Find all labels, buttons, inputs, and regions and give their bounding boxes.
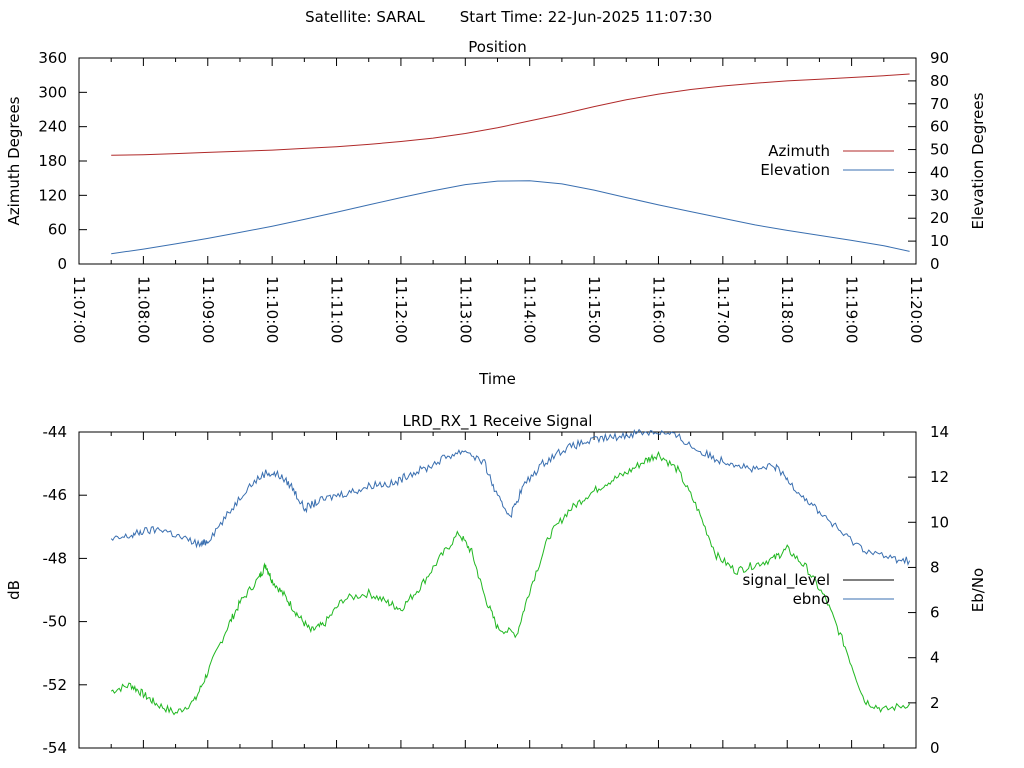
x-tick-label: 11:15:00 bbox=[585, 276, 603, 343]
position-chart: Position 11:07:00 11:08:00 11:09:00 11:10:00… bbox=[5, 38, 987, 388]
y-tick-label: -46 bbox=[43, 486, 68, 504]
x-tick-label: 11:18:00 bbox=[778, 276, 796, 343]
y-tick-label: -54 bbox=[43, 739, 68, 757]
y2-tick-label: 70 bbox=[930, 95, 949, 113]
y-tick-label: -52 bbox=[43, 676, 68, 694]
series-line-ebno bbox=[110, 428, 911, 566]
series-line-azimuth bbox=[111, 73, 910, 156]
receive-signal-chart: LRD_RX_1 Receive Signal -44 -46 -48 -50 -52 -5… bbox=[5, 412, 987, 757]
x-tick-label: 11:07:00 bbox=[70, 276, 88, 343]
y-tick-label: 0 bbox=[57, 255, 67, 273]
y2-tick-label: 10 bbox=[930, 513, 949, 531]
y-tick-label: 360 bbox=[38, 49, 67, 67]
y2-tick-label: 0 bbox=[930, 255, 940, 273]
x-tick-label: 11:12:00 bbox=[392, 276, 410, 343]
y2-tick-label: 0 bbox=[930, 739, 940, 757]
y2-tick-label: 90 bbox=[930, 49, 949, 67]
y-tick-label: -48 bbox=[43, 549, 68, 567]
x-axis-label: Time bbox=[478, 370, 516, 388]
legend-label: Azimuth bbox=[768, 142, 830, 160]
y-tick-label: 60 bbox=[48, 221, 67, 239]
y2-tick-label: 8 bbox=[930, 558, 940, 576]
y-tick-label: 240 bbox=[38, 118, 67, 136]
legend-label: Elevation bbox=[760, 161, 830, 179]
chart-title: Position bbox=[468, 38, 526, 56]
satellite-label: Satellite: SARAL bbox=[305, 8, 425, 26]
plot-frame bbox=[78, 431, 917, 749]
x-tick-label: 11:08:00 bbox=[134, 276, 152, 343]
y2-tick-label: 2 bbox=[930, 694, 940, 712]
chart-title: LRD_RX_1 Receive Signal bbox=[403, 412, 593, 431]
y2-axis-label: Elevation Degrees bbox=[969, 92, 987, 229]
y2-tick-label: 20 bbox=[930, 209, 949, 227]
x-tick-label: 11:19:00 bbox=[843, 276, 861, 343]
y2-tick-label: 4 bbox=[930, 649, 940, 667]
y2-tick-label: 6 bbox=[930, 604, 940, 622]
y2-tick-label: 50 bbox=[930, 141, 949, 159]
series-line-elevation bbox=[111, 180, 910, 255]
y-tick-label: -50 bbox=[43, 613, 68, 631]
legend-label: signal_level bbox=[742, 571, 830, 590]
x-tick-label: 11:20:00 bbox=[907, 276, 925, 343]
x-tick-label: 11:14:00 bbox=[521, 276, 539, 343]
y2-tick-label: 40 bbox=[930, 163, 949, 181]
y-axis-label: dB bbox=[5, 580, 23, 600]
series-line-signal-level bbox=[110, 450, 911, 716]
y2-tick-label: 12 bbox=[930, 468, 949, 486]
x-tick-label: 11:16:00 bbox=[649, 276, 667, 343]
y-axis-label: Azimuth Degrees bbox=[5, 96, 23, 225]
y2-tick-label: 60 bbox=[930, 118, 949, 136]
x-tick-label: 11:17:00 bbox=[714, 276, 732, 343]
y-tick-label: 180 bbox=[38, 152, 67, 170]
y2-tick-label: 30 bbox=[930, 186, 949, 204]
y2-tick-label: 80 bbox=[930, 72, 949, 90]
y2-axis-label: Eb/No bbox=[969, 568, 987, 612]
y-tick-label: 120 bbox=[38, 186, 67, 204]
y2-tick-label: 10 bbox=[930, 232, 949, 250]
x-tick-label: 11:10:00 bbox=[263, 276, 281, 343]
legend-label: ebno bbox=[793, 590, 830, 608]
x-tick-label: 11:09:00 bbox=[199, 276, 217, 343]
start-time-label: Start Time: 22-Jun-2025 11:07:30 bbox=[460, 8, 712, 26]
y2-tick-label: 14 bbox=[930, 423, 949, 441]
x-tick-label: 11:11:00 bbox=[328, 276, 346, 343]
y-tick-label: -44 bbox=[43, 423, 68, 441]
y-tick-label: 300 bbox=[38, 83, 67, 101]
x-tick-label: 11:13:00 bbox=[456, 276, 474, 343]
